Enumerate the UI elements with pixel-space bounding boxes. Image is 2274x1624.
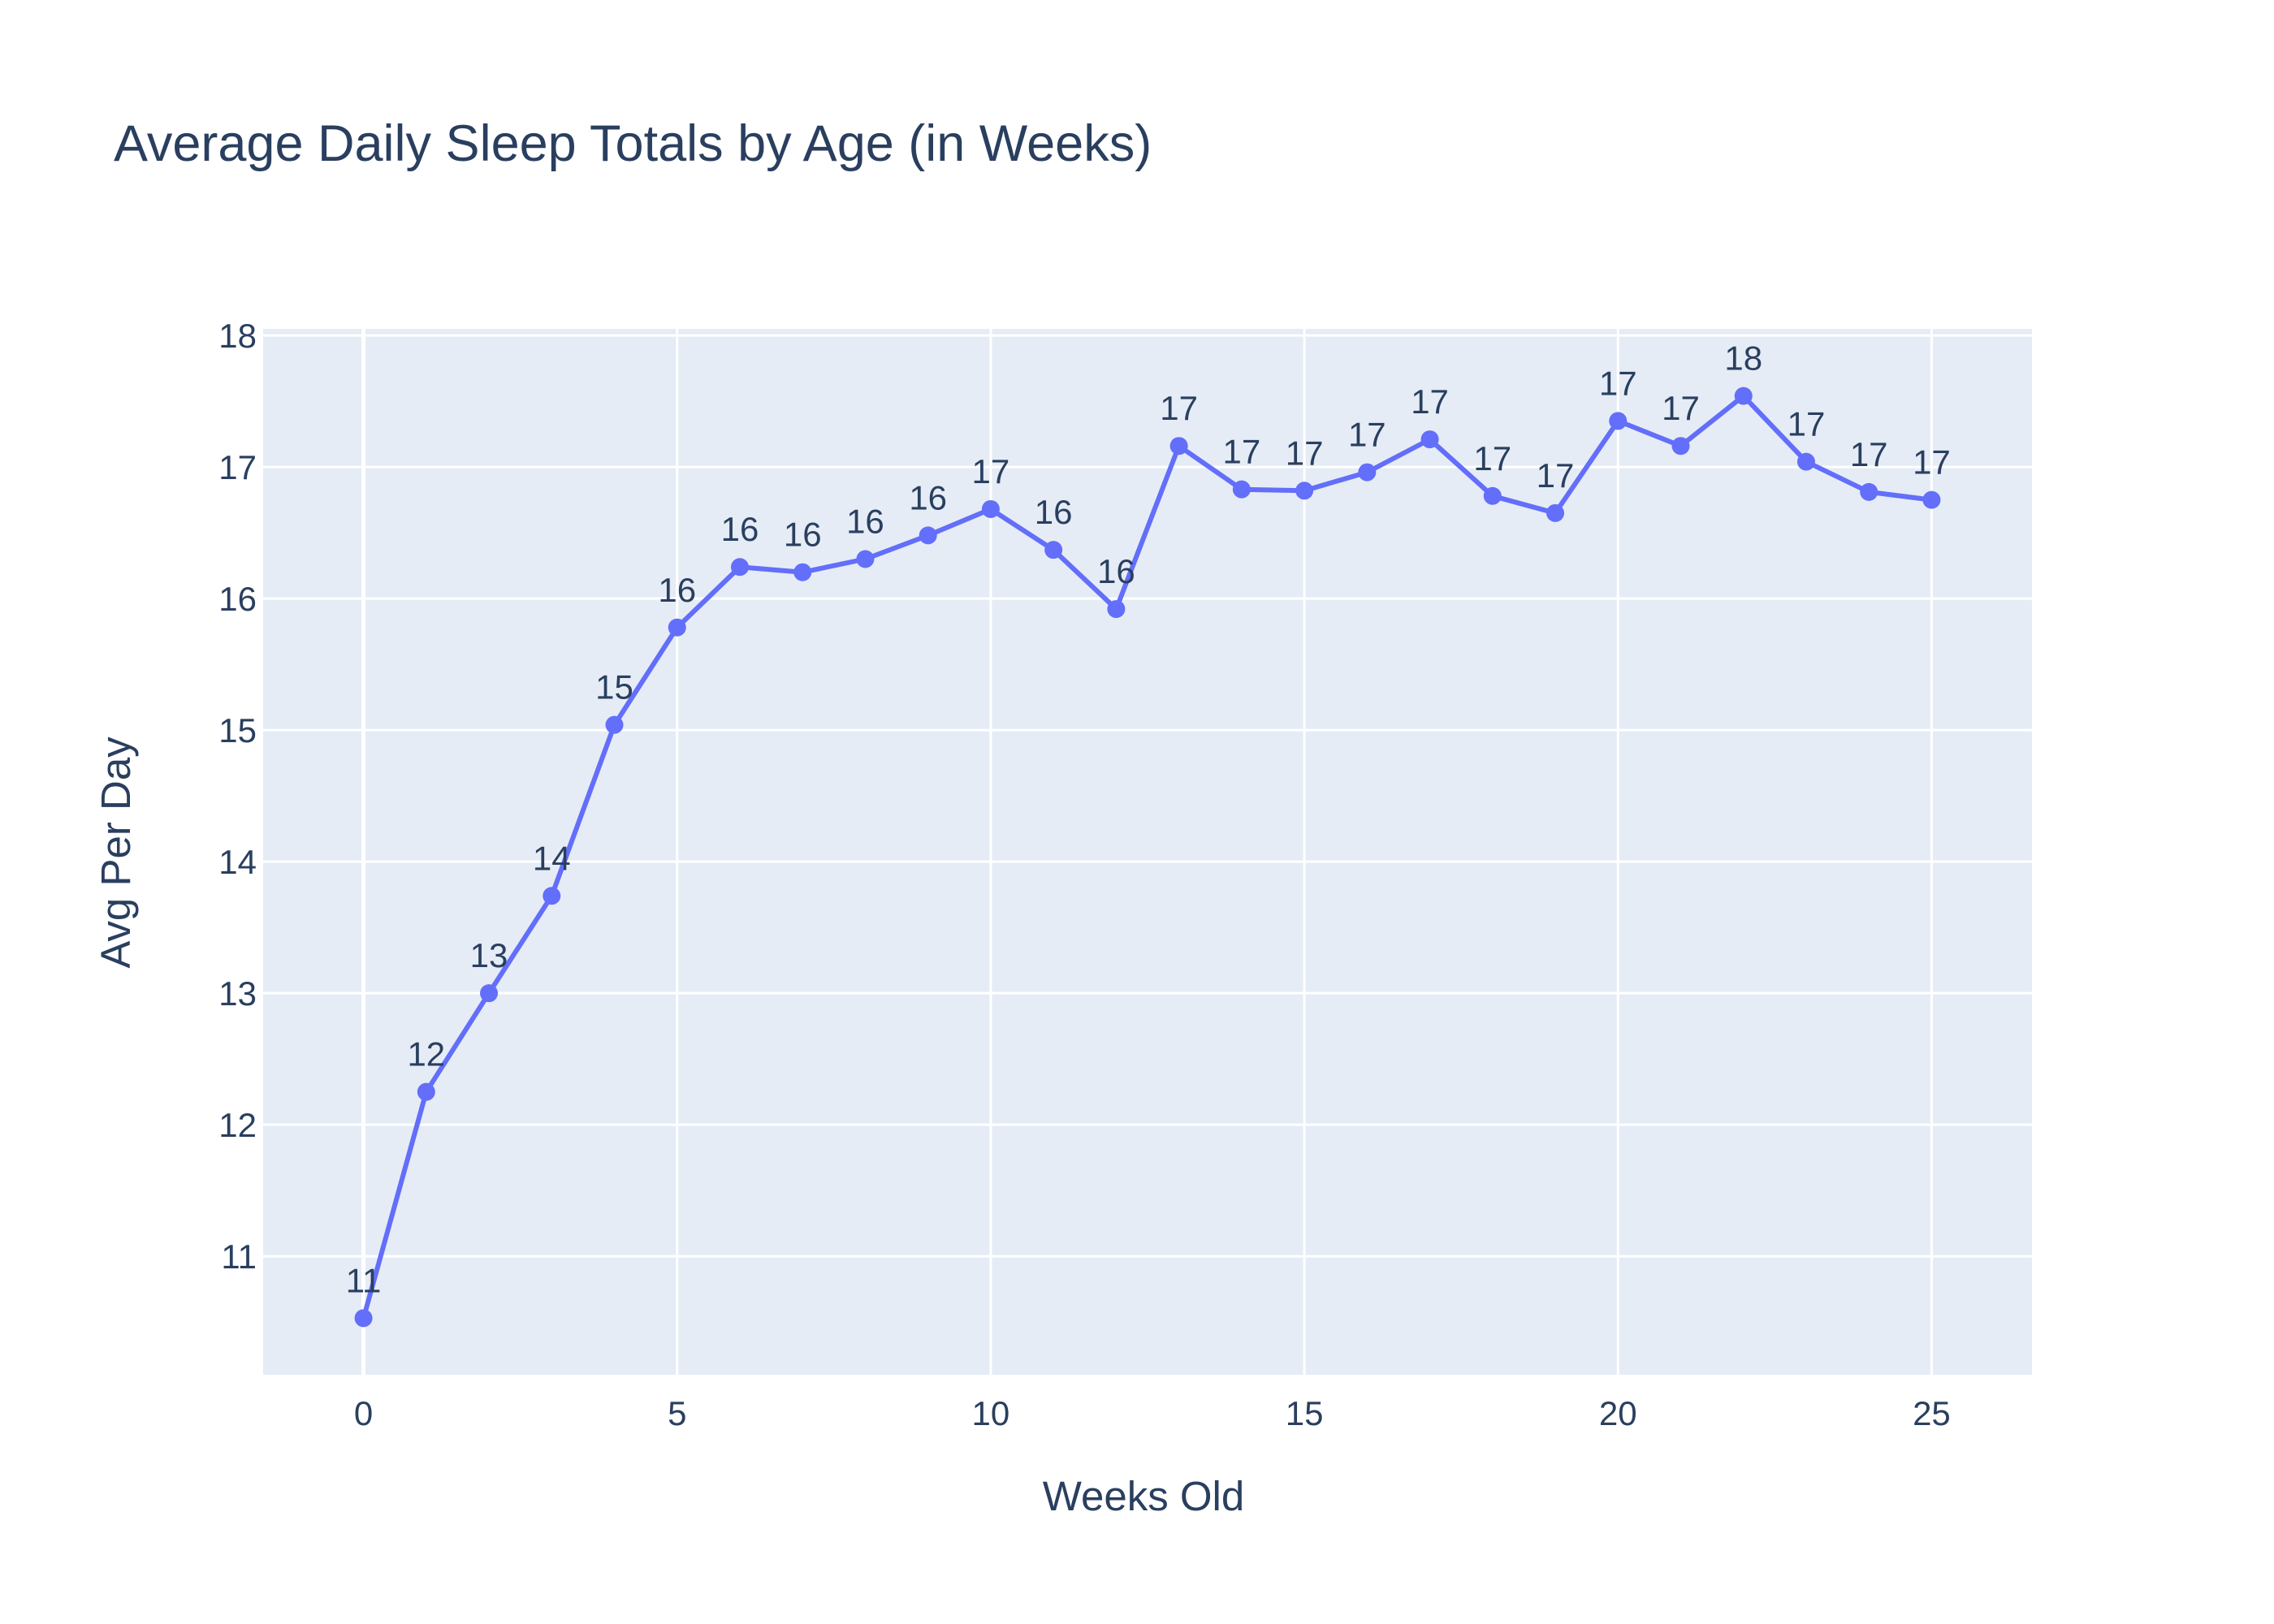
data-point <box>417 1082 435 1101</box>
data-label: 17 <box>1160 389 1198 427</box>
data-label: 16 <box>721 510 759 548</box>
data-point <box>480 984 499 1003</box>
data-point <box>1358 463 1377 482</box>
data-label: 17 <box>1411 382 1449 421</box>
data-point <box>1860 482 1878 501</box>
data-label: 17 <box>1850 435 1888 473</box>
data-point <box>1922 490 1941 509</box>
data-label: 12 <box>407 1035 445 1073</box>
x-tick-label: 5 <box>668 1394 686 1432</box>
y-tick-label: 18 <box>218 317 257 355</box>
data-point <box>354 1309 373 1328</box>
data-label: 16 <box>1035 493 1073 531</box>
data-point <box>981 499 1000 518</box>
data-label: 17 <box>1662 389 1700 427</box>
data-label: 14 <box>533 839 571 877</box>
series-line <box>361 393 1935 1321</box>
x-tick-label: 10 <box>972 1394 1010 1432</box>
data-label: 16 <box>846 503 884 541</box>
y-axis-title: Avg Per Day <box>93 736 139 969</box>
x-axis-title: Weeks Old <box>1043 1473 1244 1519</box>
y-tick-label: 16 <box>218 580 257 618</box>
data-label: 17 <box>1348 416 1386 454</box>
data-point <box>1044 541 1063 559</box>
x-tick-label: 25 <box>1913 1394 1951 1432</box>
data-label: 16 <box>909 478 947 516</box>
x-tick-label: 0 <box>354 1394 373 1432</box>
data-label: 11 <box>346 1261 382 1299</box>
series <box>354 387 1941 1328</box>
axis-ticks: 11 12 13 14 15 16 17 18 0 5 10 15 20 25 <box>218 317 1951 1432</box>
data-point <box>793 563 812 581</box>
data-label: 17 <box>1473 439 1511 477</box>
y-tick-label: 13 <box>218 974 257 1013</box>
data-label: 17 <box>1286 434 1324 472</box>
y-tick-label: 12 <box>218 1106 257 1144</box>
data-label: 17 <box>1913 443 1951 482</box>
data-point <box>1609 412 1628 430</box>
data-point <box>1734 387 1753 405</box>
x-tick-label: 15 <box>1286 1394 1324 1432</box>
data-point <box>1483 486 1502 505</box>
data-label: 16 <box>784 516 822 554</box>
data-label: 16 <box>1097 552 1135 590</box>
data-label: 17 <box>1222 433 1260 471</box>
y-tick-label: 17 <box>218 448 257 486</box>
data-label: 17 <box>972 452 1010 490</box>
data-point <box>605 715 624 734</box>
data-point <box>919 526 937 545</box>
data-labels: 11 12 13 14 15 16 16 16 16 16 17 16 16 17 17 17 17 17 17 17… <box>346 339 1951 1300</box>
data-point <box>668 618 686 637</box>
data-point <box>856 550 875 568</box>
y-tick-label: 11 <box>221 1237 257 1276</box>
data-point <box>1232 480 1251 499</box>
data-label: 13 <box>470 936 508 974</box>
data-label: 17 <box>1537 456 1575 495</box>
data-label: 17 <box>1788 405 1826 443</box>
x-tick-label: 20 <box>1599 1394 1637 1432</box>
data-point <box>1169 437 1188 456</box>
data-label: 16 <box>658 571 696 609</box>
data-point <box>1107 600 1126 619</box>
y-tick-label: 14 <box>218 843 257 881</box>
chart-title: Average Daily Sleep Totals by Age (in We… <box>114 115 1152 172</box>
data-label: 18 <box>1724 339 1762 378</box>
data-point <box>1796 452 1815 471</box>
data-point <box>1546 503 1565 522</box>
data-point <box>543 887 561 905</box>
y-tick-label: 15 <box>218 711 257 749</box>
plot-area <box>263 329 2032 1375</box>
data-label: 15 <box>595 668 633 706</box>
data-point <box>1671 437 1690 456</box>
data-point <box>1295 482 1314 500</box>
data-label: 17 <box>1599 364 1637 402</box>
data-point <box>1420 430 1439 449</box>
data-point <box>730 558 749 577</box>
